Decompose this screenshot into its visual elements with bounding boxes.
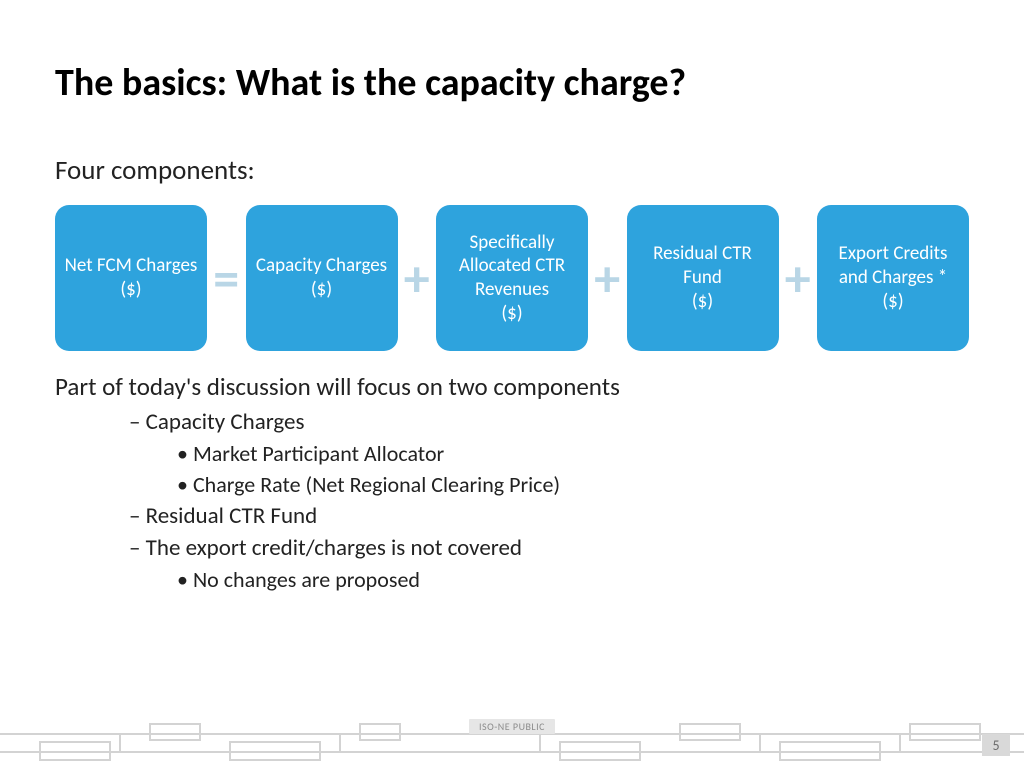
sub-bullet-list: Market Participant Allocator Charge Rate… <box>129 440 969 498</box>
page-number: 5 <box>982 734 1010 756</box>
formula-box-3: Residual CTR Fund ($) <box>627 205 779 351</box>
body-lead: Part of today's discussion will focus on… <box>55 371 969 402</box>
sub-bullet-item: Charge Rate (Net Regional Clearing Price… <box>177 471 969 498</box>
bullet-list: Capacity Charges Market Participant Allo… <box>55 408 969 593</box>
operator-equals: = <box>213 252 239 304</box>
bullet-item: Capacity Charges Market Participant Allo… <box>129 408 969 498</box>
bullet-item: The export credit/charges is not covered… <box>129 534 969 593</box>
sub-bullet-list: No changes are proposed <box>129 566 969 593</box>
subtitle: Four components: <box>55 154 969 187</box>
slide: The basics: What is the capacity charge?… <box>0 0 1024 768</box>
bullet-item: Residual CTR Fund <box>129 502 969 530</box>
operator-plus-2: + <box>594 252 620 304</box>
sub-bullet-item: Market Participant Allocator <box>177 440 969 467</box>
operator-plus-1: + <box>404 252 430 304</box>
formula-box-0: Net FCM Charges ($) <box>55 205 207 351</box>
slide-title: The basics: What is the capacity charge? <box>55 60 969 106</box>
footer-label: ISO-NE PUBLIC <box>469 719 555 734</box>
formula-box-4: Export Credits and Charges * ($) <box>817 205 969 351</box>
formula-box-2: Specifically Allocated CTR Revenues ($) <box>436 205 588 351</box>
formula-row: Net FCM Charges ($) = Capacity Charges (… <box>55 205 969 351</box>
sub-bullet-item: No changes are proposed <box>177 566 969 593</box>
formula-box-1: Capacity Charges ($) <box>246 205 398 351</box>
operator-plus-3: + <box>785 252 811 304</box>
